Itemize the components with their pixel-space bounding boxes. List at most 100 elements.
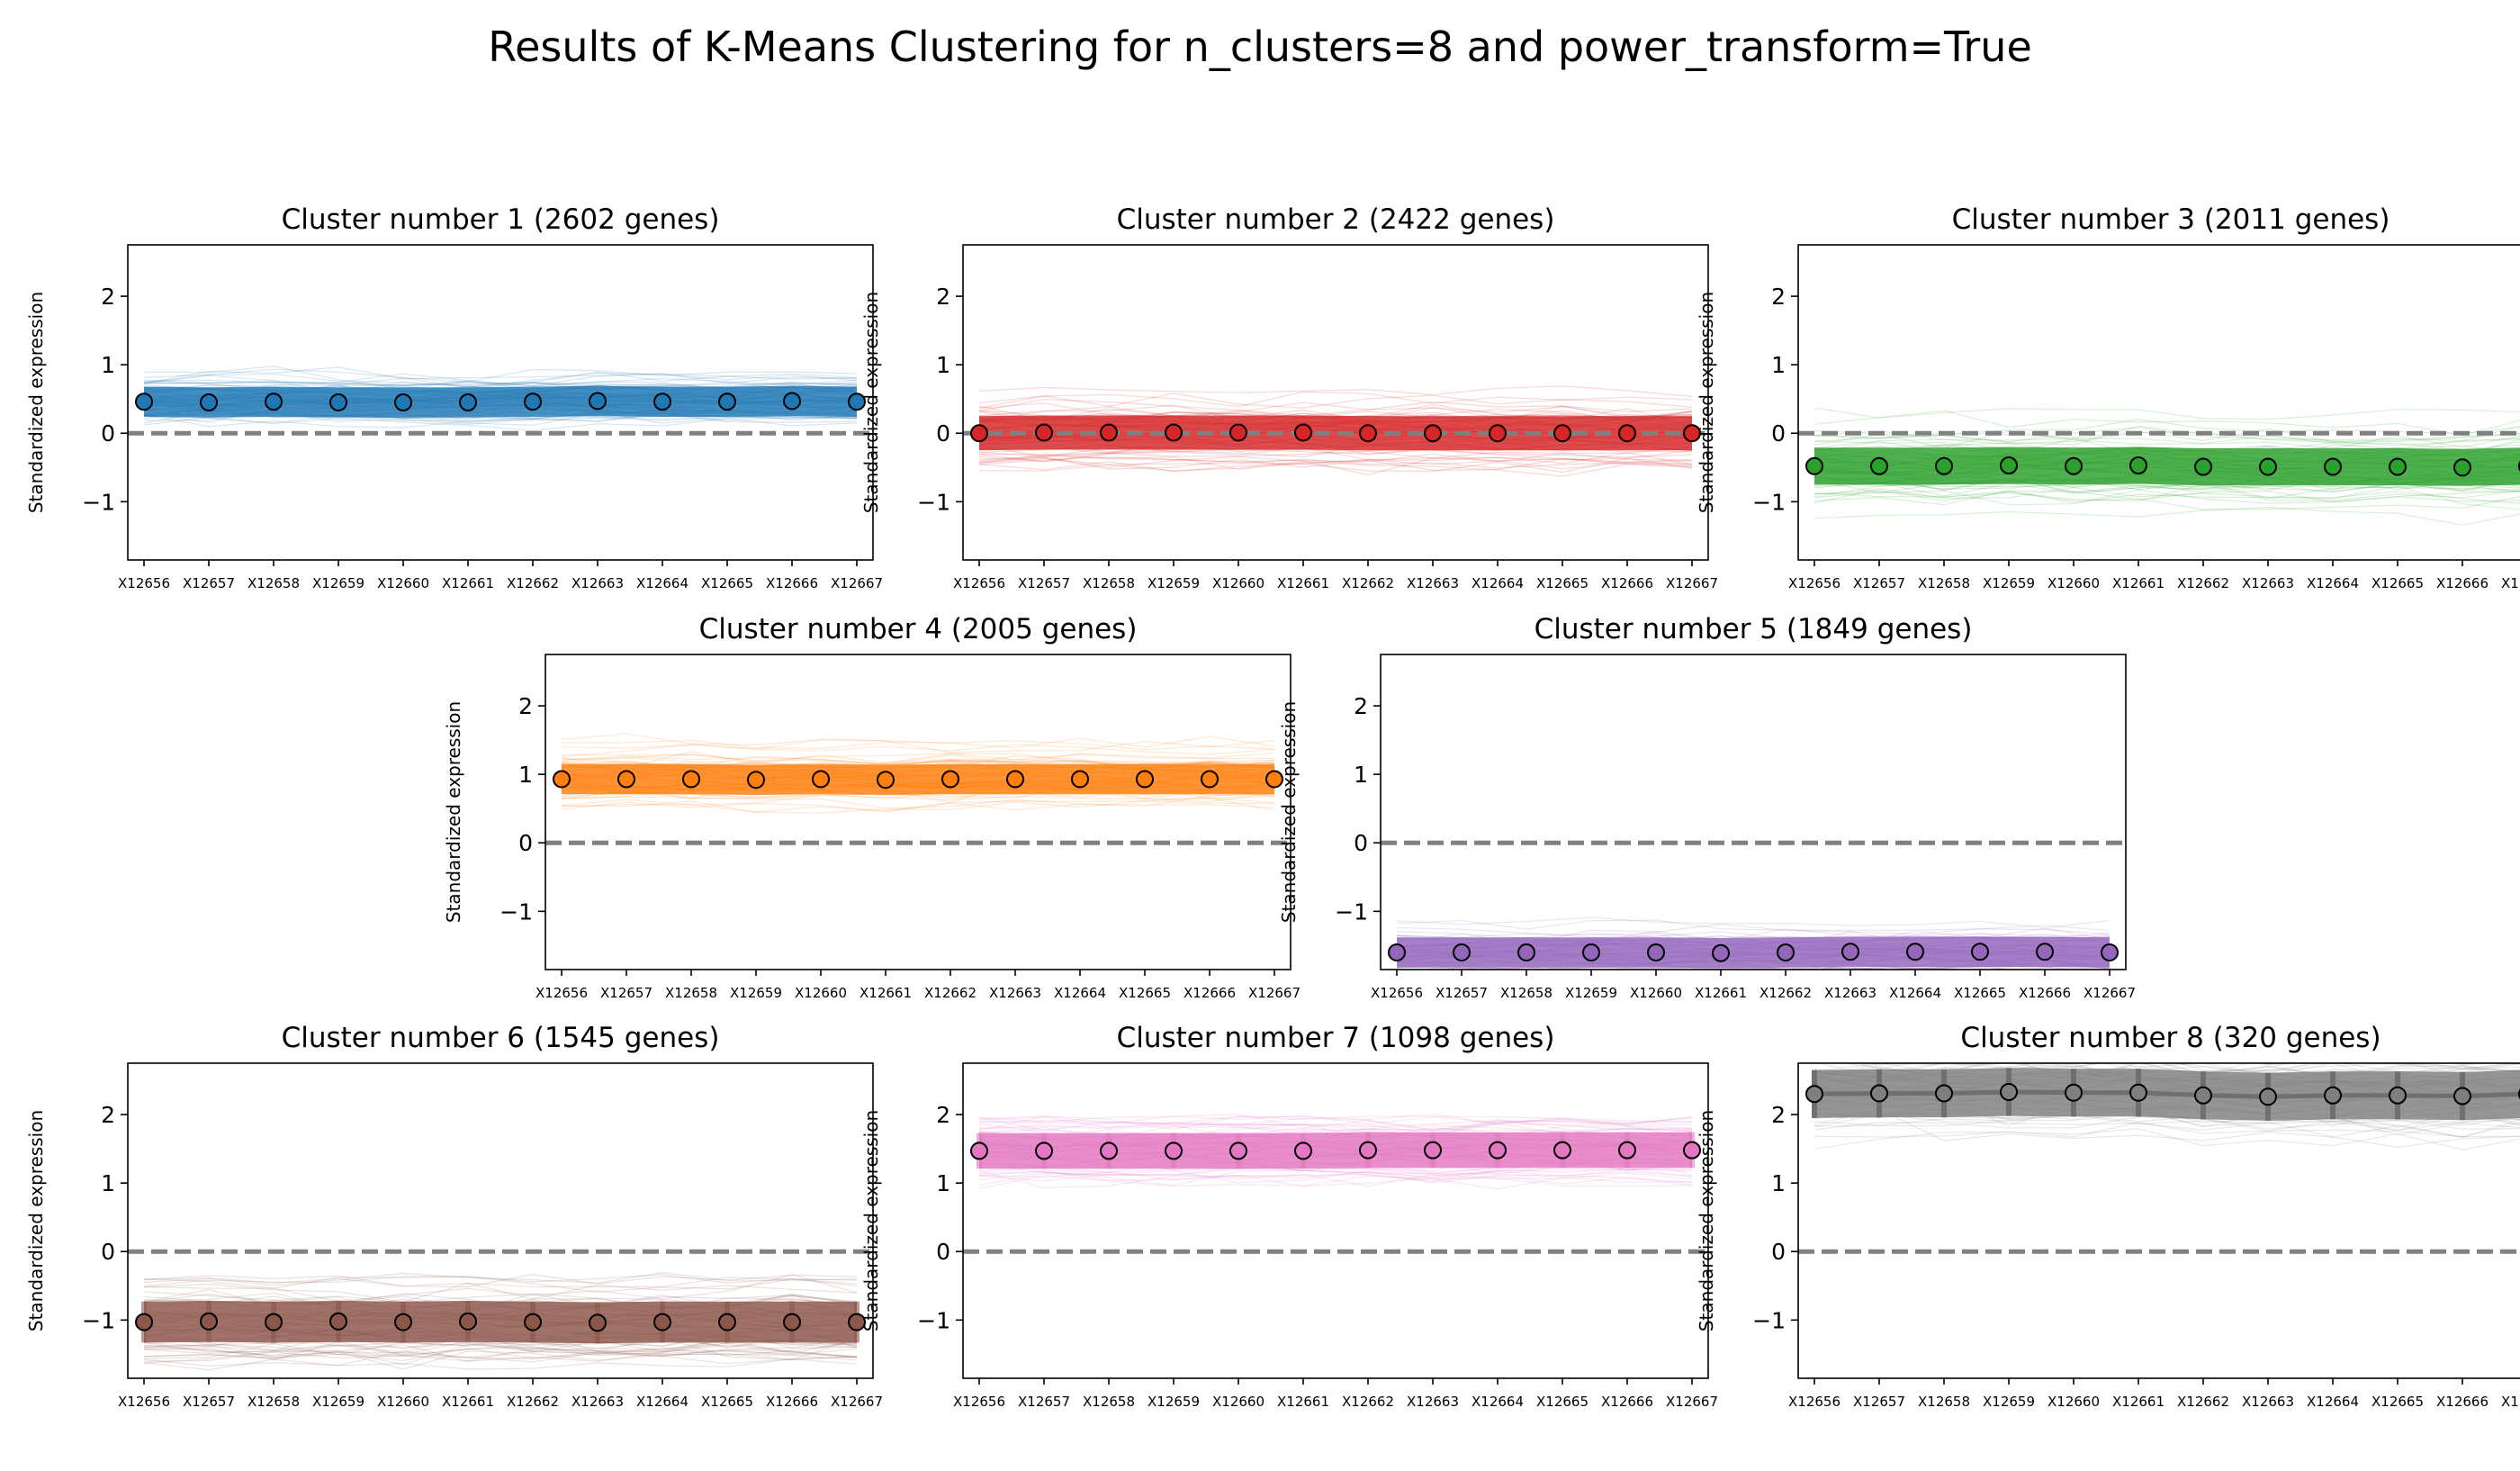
panel-title: Cluster number 6 (1545 genes) <box>282 1022 720 1054</box>
y-tick-label: 1 <box>101 352 115 378</box>
gene-trace <box>143 1350 858 1367</box>
mean-point <box>1683 424 1701 443</box>
x-tick-label: X12665 <box>1536 575 1588 591</box>
x-tick-label: X12656 <box>953 1394 1005 1410</box>
mean-point <box>2065 456 2083 475</box>
gene-trace <box>978 443 1693 463</box>
y-tick-label: 0 <box>1771 420 1786 447</box>
mean-point <box>747 771 765 790</box>
panel-1: −1 0 1 2 X12656 X12657 X12658 X12659 X12660 X1266… <box>25 203 883 591</box>
x-tick-label: X12667 <box>2084 985 2136 1001</box>
mean-point <box>394 1313 412 1331</box>
mean-point <box>2129 456 2147 474</box>
y-tick-label: 1 <box>1771 1170 1786 1196</box>
mean-point <box>2194 1086 2212 1105</box>
x-tick-label: X12660 <box>377 1394 429 1410</box>
panel-plot-area <box>128 1249 873 1371</box>
x-tick-label: X12659 <box>1983 575 2035 591</box>
x-tick-label: X12660 <box>2048 1394 2100 1410</box>
gene-trace <box>978 404 1693 421</box>
axes-frame <box>544 654 1292 970</box>
x-tick-label: X12666 <box>766 575 818 591</box>
x-tick-label: X12659 <box>1148 1394 1200 1410</box>
gene-trace <box>978 1115 1693 1125</box>
x-tick-label: X12664 <box>636 575 688 591</box>
mean-point <box>2000 1082 2018 1101</box>
y-axis-label: Standardized expression <box>443 701 464 923</box>
mean-point <box>1165 423 1183 442</box>
x-tick-label: X12663 <box>989 985 1041 1001</box>
x-tick-label: X12660 <box>1212 575 1264 591</box>
x-tick-label: X12659 <box>730 985 782 1001</box>
x-tick-label: X12664 <box>1054 985 1106 1001</box>
gene-trace <box>1814 483 2520 502</box>
x-tick-label: X12657 <box>183 575 235 591</box>
gene-trace <box>1396 916 2110 929</box>
mean-point <box>1553 424 1571 443</box>
mean-point <box>970 424 988 443</box>
mean-point <box>1805 1085 1823 1104</box>
gene-trace <box>1814 407 2520 420</box>
x-tick-label: X12658 <box>1918 1394 1970 1410</box>
x-tick-label: X12665 <box>2372 575 2424 591</box>
cluster-band <box>1814 447 2520 486</box>
gene-trace <box>561 753 1275 763</box>
x-tick-label: X12666 <box>1601 575 1653 591</box>
gene-trace <box>143 1358 858 1371</box>
gene-trace <box>143 1271 858 1286</box>
x-tick-label: X12661 <box>2112 575 2164 591</box>
gene-trace <box>978 457 1693 474</box>
panel-4: −1 0 1 2 X12656 X12657 X12658 X12659 X12660 X1266… <box>443 613 1300 1001</box>
y-tick-label: 0 <box>101 420 115 447</box>
x-tick-label: X12663 <box>572 1394 624 1410</box>
y-tick-label: 2 <box>936 284 950 310</box>
mean-point <box>718 393 736 411</box>
y-tick-label: 1 <box>1771 352 1786 378</box>
gene-trace <box>1816 1063 2520 1078</box>
panel-plot-area <box>1798 407 2520 526</box>
y-tick-label: 0 <box>518 830 533 856</box>
gene-trace <box>1814 506 2520 526</box>
gene-trace <box>143 1274 858 1289</box>
mean-point <box>2194 457 2212 476</box>
panel-title: Cluster number 5 (1849 genes) <box>1534 613 1973 645</box>
x-tick-label: X12667 <box>831 1394 883 1410</box>
gene-trace <box>143 1343 858 1366</box>
y-tick-label: 1 <box>518 762 533 788</box>
mean-point <box>2453 1087 2471 1106</box>
y-tick-label: −1 <box>1752 489 1786 515</box>
gene-trace <box>1396 926 2110 941</box>
x-tick-label: X12662 <box>507 575 559 591</box>
mean-point <box>265 1313 283 1331</box>
mean-point <box>783 392 801 411</box>
mean-point <box>2129 1083 2147 1102</box>
mean-point <box>1453 943 1471 961</box>
mean-point <box>135 393 153 411</box>
mean-point <box>1935 1084 1953 1103</box>
y-tick-label: 0 <box>101 1239 115 1265</box>
gene-trace <box>978 446 1693 463</box>
mean-point <box>2259 1087 2277 1106</box>
y-axis-label: Standardized expression <box>25 1110 47 1331</box>
gene-trace <box>143 365 858 390</box>
x-tick-label: X12661 <box>860 985 912 1001</box>
y-axis-label: Standardized expression <box>25 292 47 513</box>
mean-point <box>1294 1142 1312 1160</box>
mean-point <box>653 393 671 411</box>
gene-trace <box>143 373 858 387</box>
x-tick-label: X12660 <box>1212 1394 1264 1410</box>
gene-trace <box>143 366 858 384</box>
mean-point <box>1777 943 1795 961</box>
x-tick-label: X12658 <box>665 985 717 1001</box>
panel-title: Cluster number 1 (2602 genes) <box>282 203 720 236</box>
mean-point <box>329 393 347 411</box>
x-tick-label: X12657 <box>1436 985 1488 1001</box>
axes-frame <box>1797 244 2520 561</box>
gene-trace <box>1814 487 2520 504</box>
mean-point <box>2065 1083 2083 1102</box>
gene-trace <box>978 1118 1693 1140</box>
x-tick-label: X12662 <box>507 1394 559 1410</box>
axes-frame <box>1797 1062 2520 1379</box>
axes-frame <box>962 1062 1709 1379</box>
gene-trace <box>143 1340 858 1361</box>
